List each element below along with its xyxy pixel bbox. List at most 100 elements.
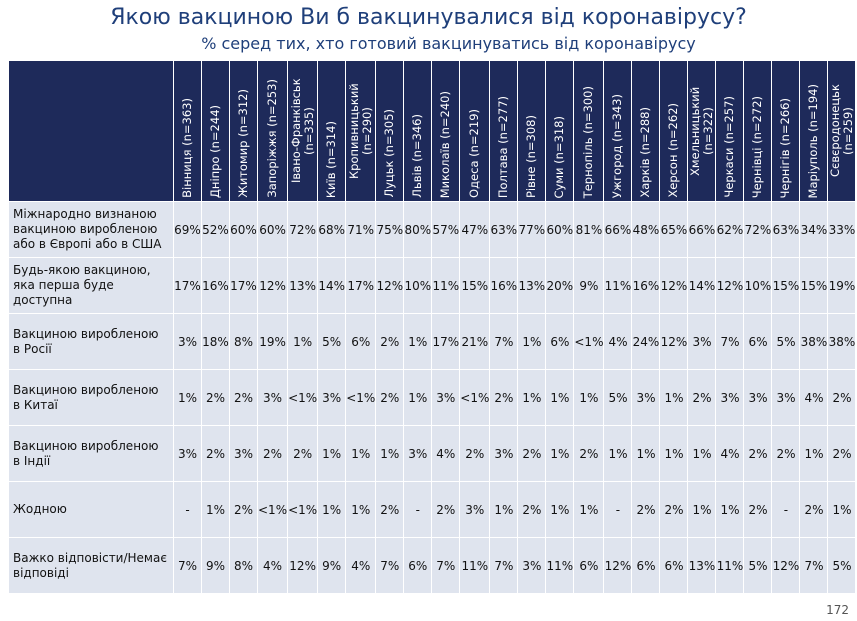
cell: 1% [660, 426, 688, 481]
cell: 3% [404, 426, 432, 481]
cell: 7% [716, 314, 744, 369]
cell: 38% [828, 314, 856, 369]
column-header: Харків (n=288) [632, 61, 660, 201]
cell: - [174, 482, 201, 537]
cell: 2% [518, 426, 546, 481]
cell: 12% [772, 538, 800, 593]
column-header: Тернопіль (n=300) [574, 61, 604, 201]
column-label: Львів (n=346) [410, 114, 425, 198]
cell: 72% [744, 202, 772, 257]
cell: 1% [404, 370, 432, 425]
cell: 18% [202, 314, 229, 369]
cell: 60% [546, 202, 574, 257]
cell: 12% [258, 258, 288, 313]
cell: 3% [460, 482, 490, 537]
cell: 8% [230, 314, 257, 369]
table-row: Жодною -1% 2% <1% <1% 1% 1% 2% -2% 3% 1% 2% 1% 1% -2% 2… [9, 482, 856, 537]
cell: 1% [518, 370, 546, 425]
cell: 2% [660, 482, 688, 537]
cell: 1% [546, 370, 574, 425]
cell: 12% [376, 258, 404, 313]
cell: 2% [202, 370, 229, 425]
cell: 2% [744, 426, 772, 481]
row-label: Вакциною виробленою в Індії [9, 426, 173, 481]
cell: 2% [574, 426, 604, 481]
column-label: Дніпро (n=244) [208, 104, 222, 198]
column-header: Запоріжжя (n=253) [258, 61, 288, 201]
column-label: Житомир (n=312) [236, 89, 250, 198]
cell: 1% [174, 370, 201, 425]
cell: 12% [604, 538, 632, 593]
cell: 2% [376, 482, 404, 537]
cell: 2% [258, 426, 288, 481]
column-header: Херсон (n=262) [660, 61, 688, 201]
cell: 48% [632, 202, 660, 257]
cell: 2% [432, 482, 460, 537]
column-label: Суми (n=318) [552, 115, 567, 199]
column-label: Чернівці (n=272) [750, 95, 765, 198]
cell: 2% [460, 426, 490, 481]
column-header: Івано-Франківськ (n=335) [288, 61, 318, 201]
cell: 72% [288, 202, 318, 257]
cell: 17% [230, 258, 257, 313]
cell: 3% [174, 314, 201, 369]
cell: 66% [604, 202, 632, 257]
cell: <1% [346, 370, 376, 425]
column-header: Рівне (n=308) [518, 61, 546, 201]
table-row: Вакциною виробленою в Китаї 1% 2% 2% 3% <1% 3%… [9, 370, 856, 425]
cell: 2% [800, 482, 828, 537]
column-label: Рівне (n=308) [524, 114, 539, 198]
cell: 3% [318, 370, 346, 425]
header-row: Вінниця (n=363) Дніпро (n=244) Житомир (n=… [9, 61, 856, 201]
cell: 63% [772, 202, 800, 257]
cell: 9% [574, 258, 604, 313]
column-label: Луцьк (n=305) [382, 109, 397, 198]
cell: 11% [716, 538, 744, 593]
cell: 17% [432, 314, 460, 369]
cell: <1% [288, 482, 318, 537]
column-header: Житомир (n=312) [230, 61, 257, 201]
column-label: Запоріжжя (n=253) [265, 79, 280, 198]
column-label: Тернопіль (n=300) [581, 85, 596, 198]
cell: 60% [230, 202, 257, 257]
page-number: 172 [826, 603, 849, 617]
cell: 6% [546, 314, 574, 369]
cell: 4% [604, 314, 632, 369]
cell: 62% [716, 202, 744, 257]
cell: 63% [490, 202, 518, 257]
cell: - [404, 482, 432, 537]
cell: 1% [546, 482, 574, 537]
cell: 7% [432, 538, 460, 593]
column-header: Сєвєродонецьк (n=259) [827, 61, 856, 201]
table-row: Міжнародно визнаною вакциною виробленою … [9, 202, 856, 257]
cell: 3% [518, 538, 546, 593]
cell: 1% [490, 482, 518, 537]
cell: 1% [376, 426, 404, 481]
cell: 17% [174, 258, 201, 313]
cell: 4% [716, 426, 744, 481]
cell: 1% [346, 426, 376, 481]
column-label: Сєвєродонецьк (n=259) [827, 84, 855, 178]
column-label: Івано-Франківськ (n=335) [288, 78, 316, 184]
cell: 2% [376, 314, 404, 369]
cell: 16% [632, 258, 660, 313]
row-label: Жодною [9, 482, 173, 537]
cell: 7% [800, 538, 828, 593]
column-label: Кропивницький (n=290) [346, 83, 374, 179]
cell: 12% [660, 258, 688, 313]
cell: 7% [376, 538, 404, 593]
subtitle: % серед тих, хто готовий вакцинуватись в… [201, 34, 696, 53]
cell: 71% [346, 202, 376, 257]
cell: 1% [574, 370, 604, 425]
column-label: Хмельницький (n=322) [687, 86, 715, 176]
cell: 11% [604, 258, 632, 313]
cell: 1% [574, 482, 604, 537]
cell: 2% [230, 482, 257, 537]
cell: 7% [490, 314, 518, 369]
cell: 2% [230, 370, 257, 425]
cell: 1% [716, 482, 744, 537]
cell: 11% [432, 258, 460, 313]
cell: 5% [604, 370, 632, 425]
cell: 2% [490, 370, 518, 425]
cell: 65% [660, 202, 688, 257]
